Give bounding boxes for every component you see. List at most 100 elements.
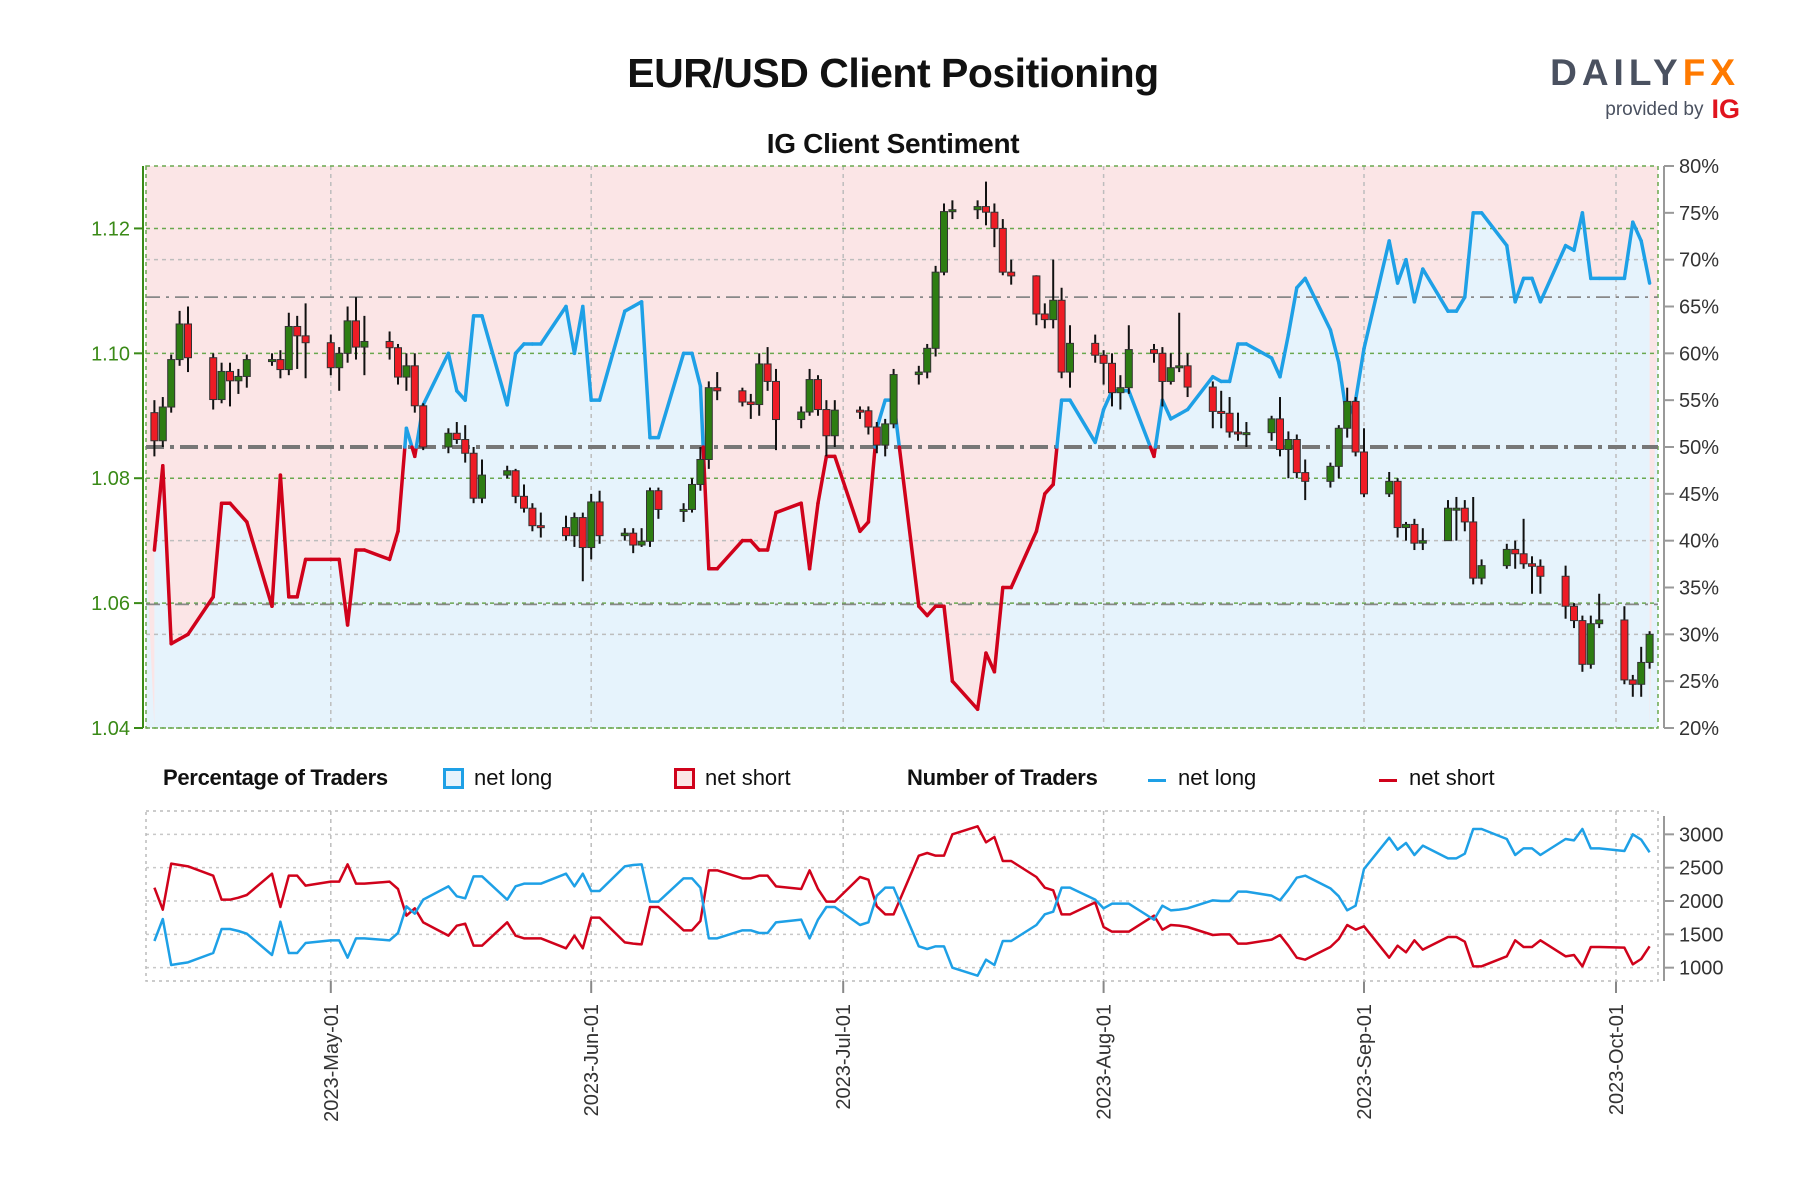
- candle: [1116, 375, 1125, 410]
- candle: [284, 312, 293, 376]
- candle-body: [595, 501, 604, 537]
- candle: [1334, 425, 1343, 479]
- candle: [1032, 275, 1041, 326]
- candle: [444, 428, 453, 454]
- pct-line-segment: [446, 351, 459, 393]
- candle: [1536, 559, 1545, 594]
- pct-line-segment: [581, 304, 593, 402]
- candle-body: [1284, 439, 1293, 450]
- candle: [1452, 496, 1461, 541]
- candle: [990, 203, 999, 248]
- candle-body: [1234, 431, 1242, 435]
- candle-body: [1276, 418, 1284, 450]
- candle-body: [990, 211, 999, 229]
- candle-body: [1242, 432, 1251, 436]
- candle: [1175, 312, 1184, 373]
- candle: [914, 365, 923, 385]
- candle: [1208, 381, 1217, 429]
- candle: [1586, 615, 1595, 669]
- pct-line-segment: [1153, 398, 1165, 449]
- pct-line-segment: [875, 398, 887, 431]
- candle: [1393, 478, 1402, 538]
- candle-body: [1343, 400, 1352, 429]
- candle: [1217, 390, 1226, 429]
- candle-body: [931, 271, 940, 349]
- candle-body: [1225, 412, 1234, 433]
- candle-body: [1477, 565, 1486, 579]
- pct-line-segment: [1295, 276, 1307, 290]
- candle-body: [444, 432, 453, 448]
- candle: [738, 387, 747, 407]
- candle-body: [1645, 633, 1654, 663]
- candle: [772, 368, 780, 451]
- pct-tick-label: 25%: [1679, 671, 1719, 693]
- pct-line-segment: [1009, 529, 1039, 590]
- candle-body: [881, 423, 890, 446]
- candle: [1595, 593, 1604, 629]
- pct-line-segment: [1244, 342, 1274, 360]
- candle-body: [352, 320, 360, 348]
- candle-body: [1460, 507, 1469, 523]
- candle-body: [217, 370, 226, 401]
- legend-number-title: Number of Traders: [907, 765, 1098, 790]
- candle-body: [1040, 313, 1049, 321]
- candle: [469, 447, 478, 504]
- candle: [654, 487, 663, 519]
- candle-body: [814, 379, 822, 411]
- pct-line-segment: [833, 454, 862, 534]
- candle: [1124, 325, 1133, 394]
- candle-body: [276, 359, 285, 371]
- candle-body: [226, 370, 234, 382]
- candle-body: [469, 452, 478, 499]
- candle-body: [1217, 410, 1226, 414]
- count-tick-label: 2500: [1679, 858, 1724, 880]
- candle-body: [1385, 480, 1394, 495]
- candle: [1057, 287, 1066, 379]
- candle-body: [822, 409, 831, 437]
- candle: [209, 353, 218, 410]
- candle: [1511, 540, 1520, 569]
- pct-line-segment: [765, 510, 778, 552]
- candle-body: [1511, 548, 1520, 555]
- candle: [587, 493, 596, 560]
- candle: [1049, 259, 1058, 329]
- candle-body: [175, 323, 184, 361]
- candle: [1528, 556, 1536, 594]
- candle: [1418, 528, 1427, 551]
- price-tick-label: 1.08: [91, 468, 130, 490]
- candle-body: [1007, 271, 1016, 277]
- candle: [948, 200, 957, 220]
- candle: [872, 422, 881, 454]
- pct-line-segment: [1639, 239, 1652, 285]
- pct-line-segment: [639, 300, 652, 440]
- pct-line-segment: [774, 501, 803, 515]
- candle-body: [562, 527, 570, 537]
- candle: [1267, 415, 1276, 441]
- candle: [1108, 353, 1116, 407]
- candle: [528, 503, 537, 532]
- candle: [746, 393, 755, 419]
- candles: [150, 181, 1654, 697]
- candle-body: [1452, 507, 1461, 511]
- pct-line-segment: [564, 304, 577, 356]
- candle: [1166, 353, 1175, 385]
- candle-body: [167, 359, 176, 408]
- candle-body: [1301, 472, 1310, 482]
- legend-pct-net-long: net long: [474, 765, 553, 790]
- legend-pct-net-short: net short: [705, 765, 791, 790]
- candle: [1628, 674, 1637, 697]
- pct-line-segment: [597, 309, 627, 402]
- candle: [620, 528, 629, 541]
- count-tick-label: 1500: [1679, 924, 1724, 946]
- candle-body: [1578, 620, 1587, 665]
- pct-line-segment: [1463, 211, 1475, 299]
- candle: [394, 343, 402, 385]
- candle-body: [805, 379, 814, 413]
- pct-tick-label: 30%: [1679, 624, 1719, 646]
- candle-body: [150, 412, 159, 442]
- pct-line-segment: [1580, 211, 1593, 281]
- pct-line-segment: [1622, 220, 1635, 281]
- candle: [536, 512, 545, 538]
- candle: [461, 425, 470, 463]
- date-tick-label: 2023-Jun-01: [581, 1004, 603, 1116]
